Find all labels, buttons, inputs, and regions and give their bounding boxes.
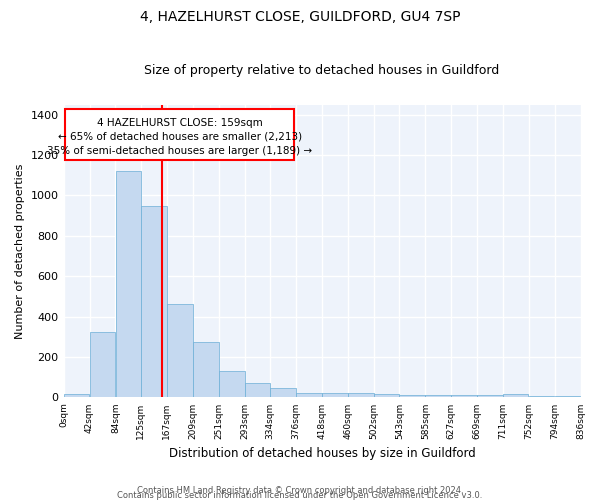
Bar xyxy=(374,394,399,398)
Bar xyxy=(554,396,580,398)
Title: Size of property relative to detached houses in Guildford: Size of property relative to detached ho… xyxy=(145,64,500,77)
Y-axis label: Number of detached properties: Number of detached properties xyxy=(15,164,25,338)
Bar xyxy=(478,396,503,398)
Text: 35% of semi-detached houses are larger (1,189) →: 35% of semi-detached houses are larger (… xyxy=(47,146,313,156)
Bar xyxy=(296,394,322,398)
Bar xyxy=(270,388,296,398)
Bar xyxy=(89,332,115,398)
Bar xyxy=(348,394,374,398)
Bar xyxy=(322,394,348,398)
Bar xyxy=(219,371,245,398)
Text: 4 HAZELHURST CLOSE: 159sqm: 4 HAZELHURST CLOSE: 159sqm xyxy=(97,118,263,128)
Text: 4, HAZELHURST CLOSE, GUILDFORD, GU4 7SP: 4, HAZELHURST CLOSE, GUILDFORD, GU4 7SP xyxy=(140,10,460,24)
Text: Contains HM Land Registry data © Crown copyright and database right 2024.: Contains HM Land Registry data © Crown c… xyxy=(137,486,463,495)
Bar xyxy=(425,396,451,398)
X-axis label: Distribution of detached houses by size in Guildford: Distribution of detached houses by size … xyxy=(169,447,475,460)
Bar xyxy=(529,396,554,398)
Bar xyxy=(451,396,477,398)
Bar xyxy=(503,394,529,398)
FancyBboxPatch shape xyxy=(65,108,294,160)
Bar xyxy=(193,342,218,398)
Bar xyxy=(64,394,89,398)
Bar xyxy=(245,384,270,398)
Bar xyxy=(400,396,425,398)
Bar xyxy=(141,206,167,398)
Bar xyxy=(116,171,140,398)
Text: ← 65% of detached houses are smaller (2,213): ← 65% of detached houses are smaller (2,… xyxy=(58,132,302,142)
Bar xyxy=(167,304,193,398)
Text: Contains public sector information licensed under the Open Government Licence v3: Contains public sector information licen… xyxy=(118,491,482,500)
